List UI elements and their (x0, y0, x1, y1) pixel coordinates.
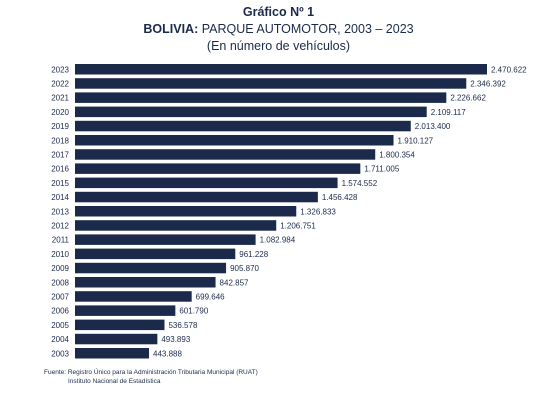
bar (75, 92, 447, 103)
bar (75, 248, 236, 260)
value-label: 2.470.622 (491, 65, 527, 74)
value-label: 1.206.751 (280, 221, 316, 230)
value-label: 2.109.117 (431, 108, 467, 117)
value-label: 1.082.984 (260, 236, 296, 245)
value-label: 1.800.354 (379, 150, 415, 159)
value-label: 1.711.005 (364, 165, 400, 174)
value-label: 601.790 (179, 307, 208, 316)
bar (75, 78, 467, 89)
bar (75, 177, 338, 189)
category-label: 2015 (51, 179, 69, 188)
bar (75, 135, 394, 146)
value-label: 1.456.428 (322, 193, 358, 202)
category-label: 2006 (51, 307, 69, 316)
value-label: 1.574.552 (342, 179, 378, 188)
bar (75, 149, 376, 160)
chart-title: BOLIVIA: PARQUE AUTOMOTOR, 2003 – 2023 (0, 21, 557, 38)
category-label: 2021 (51, 94, 69, 103)
bar (75, 64, 487, 75)
bar (75, 262, 227, 274)
category-label: 2005 (51, 321, 69, 330)
category-label: 2018 (51, 136, 69, 145)
source-line-2: Instituto Nacional de Estadística (68, 378, 161, 385)
value-label: 1.326.833 (300, 207, 336, 216)
category-label: 2023 (51, 65, 69, 74)
category-label: 2012 (51, 221, 69, 230)
chart-title-bold: BOLIVIA: (143, 22, 199, 36)
bar (75, 277, 216, 288)
category-label: 2004 (51, 335, 69, 344)
bar (75, 106, 427, 118)
bar (75, 319, 165, 331)
bar (75, 120, 411, 132)
bar (75, 291, 192, 302)
value-label: 961.228 (239, 250, 268, 259)
chart-title-rest: PARQUE AUTOMOTOR, 2003 – 2023 (198, 22, 414, 36)
bar (75, 220, 277, 231)
value-label: 699.646 (196, 292, 225, 301)
chart-subtitle: (En número de vehículos) (206, 39, 351, 53)
value-label: 2.013.400 (415, 122, 451, 131)
category-label: 2003 (51, 349, 69, 358)
category-label: 2022 (51, 79, 69, 88)
bar (75, 206, 297, 217)
value-label: 905.870 (230, 264, 259, 273)
category-label: 2011 (52, 236, 70, 245)
category-label: 2009 (51, 264, 69, 273)
bar (75, 163, 361, 174)
value-label: 443.888 (153, 349, 182, 358)
category-label: 2007 (51, 292, 69, 301)
value-label: 2.346.392 (470, 79, 506, 88)
bar (75, 191, 318, 203)
value-label: 2.226.662 (450, 94, 486, 103)
bar (75, 333, 158, 345)
chart-header: Gráfico Nº 1 BOLIVIA: PARQUE AUTOMOTOR, … (0, 4, 557, 55)
category-label: 2017 (51, 150, 69, 159)
bar (75, 234, 256, 245)
category-label: 2016 (51, 165, 69, 174)
category-label: 2013 (51, 207, 69, 216)
figure-label: Gráfico Nº 1 (242, 5, 315, 19)
value-label: 842.857 (220, 278, 249, 287)
category-label: 2019 (51, 122, 69, 131)
category-label: 2008 (51, 278, 69, 287)
source-note: Fuente: Registro Único para la Administr… (44, 368, 258, 386)
category-label: 2010 (51, 250, 69, 259)
value-label: 493.893 (161, 335, 190, 344)
category-label: 2014 (51, 193, 69, 202)
bar (75, 305, 176, 316)
value-label: 1.910.127 (398, 136, 434, 145)
value-label: 536.578 (168, 321, 197, 330)
bar (75, 348, 150, 359)
source-line-1: Fuente: Registro Único para la Administr… (44, 369, 258, 376)
category-label: 2020 (51, 108, 69, 117)
